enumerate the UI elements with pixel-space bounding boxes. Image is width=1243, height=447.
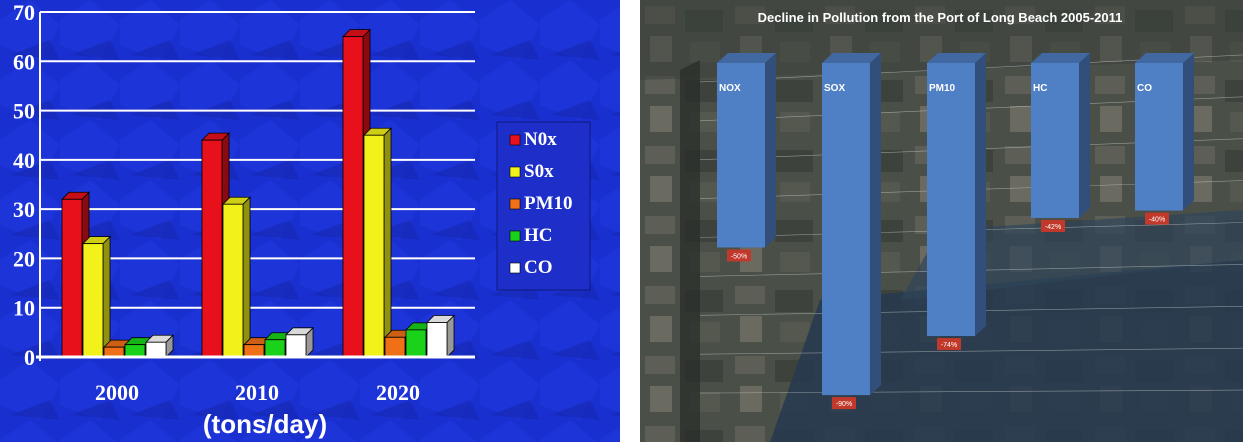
bar-side — [975, 53, 986, 337]
bar-nox: NOX -50% — [717, 53, 776, 262]
bar-front — [243, 344, 265, 358]
emissions-bar-chart: 0 10 20 30 40 50 60 70 2000 2010 2020 N0x S0x PM10 HC… — [0, 0, 620, 442]
bar-front — [426, 322, 448, 358]
y-tick-label: 30 — [13, 197, 35, 222]
bar-front — [124, 344, 146, 358]
bar-side — [1183, 53, 1194, 211]
y-tick-label: 10 — [13, 296, 35, 321]
bar-front — [363, 134, 385, 358]
bar-top — [927, 53, 986, 63]
chart-title: Decline in Pollution from the Port of Lo… — [758, 10, 1123, 25]
bar-front — [285, 334, 307, 358]
bar-top — [1135, 53, 1194, 63]
legend-label: S0x — [524, 161, 554, 182]
bar-side — [870, 53, 881, 396]
bar-side — [1079, 53, 1090, 218]
legend-swatch-pm10 — [509, 198, 521, 210]
gridline — [699, 389, 1243, 394]
bar-top — [717, 53, 776, 63]
legend-swatch-n0x — [509, 134, 521, 146]
bar-category-label: HC — [1033, 83, 1047, 94]
gridline — [699, 347, 1243, 355]
bar-s0x-2010 — [222, 196, 251, 358]
value-label: -40% — [1149, 217, 1165, 224]
bar-side — [383, 127, 392, 358]
x-category-label: 2020 — [376, 380, 420, 405]
bar-front — [82, 243, 104, 358]
bar-category-label: PM10 — [929, 83, 956, 94]
y-tick-label: 70 — [13, 0, 35, 25]
y-tick-label: 0 — [24, 345, 35, 370]
x-axis-label: (tons/day) — [203, 409, 327, 439]
value-label-box — [1041, 219, 1065, 232]
value-label: -90% — [836, 401, 852, 408]
x-category-label: 2000 — [95, 380, 139, 405]
bar-s0x-2020 — [363, 127, 392, 358]
bar-category-label: NOX — [719, 83, 741, 94]
bar-category-label: SOX — [824, 83, 845, 94]
value-label-box — [1145, 212, 1169, 225]
legend-swatch-co — [509, 262, 521, 274]
y-tick-label: 60 — [13, 49, 35, 74]
value-label: -50% — [731, 254, 747, 261]
bar-front — [405, 329, 427, 358]
right-chart-panel: Decline in Pollution from the Port of Lo… — [640, 0, 1243, 442]
bar-co-2020 — [426, 314, 455, 358]
value-label-box — [727, 249, 751, 262]
legend-label: N0x — [524, 129, 557, 150]
value-label-box — [937, 338, 961, 351]
value-label-box — [832, 397, 856, 410]
bar-pm10: PM10 -74% — [927, 53, 986, 351]
legend-swatch-hc — [509, 230, 521, 242]
bar-co-2010 — [285, 326, 314, 358]
bar-top — [1031, 53, 1090, 63]
left-chart-panel: 0 10 20 30 40 50 60 70 2000 2010 2020 N0x S0x PM10 HC… — [0, 0, 620, 442]
bar-front — [61, 198, 83, 358]
bar-front — [822, 63, 870, 396]
bar-side — [242, 196, 251, 358]
bar-front — [342, 36, 364, 358]
bar-front — [384, 336, 406, 358]
bar-front — [1031, 63, 1079, 218]
y-tick-label: 20 — [13, 246, 35, 271]
bar-front — [264, 339, 286, 358]
bar-front — [222, 203, 244, 358]
bar-category-label: CO — [1137, 83, 1152, 94]
bar-sox: SOX -90% — [822, 53, 881, 410]
legend-label: CO — [524, 257, 553, 278]
bar-front — [927, 63, 975, 337]
legend-swatch-s0x — [509, 166, 521, 178]
bar-front — [201, 139, 223, 358]
bar-side — [765, 53, 776, 248]
bar-s0x-2000 — [82, 235, 111, 358]
bar-front — [717, 63, 765, 248]
bar-top — [822, 53, 881, 63]
bar-front — [145, 341, 167, 358]
value-label: -42% — [1045, 224, 1061, 231]
y-tick-label: 40 — [13, 148, 35, 173]
x-category-label: 2010 — [235, 380, 279, 405]
bar-front — [1135, 63, 1183, 211]
legend: N0x S0x PM10 HC CO — [496, 121, 591, 291]
value-label: -74% — [941, 342, 957, 349]
bar-co-2000 — [145, 334, 174, 358]
bar-n0x-2010 — [201, 132, 230, 358]
legend-label: PM10 — [524, 193, 573, 214]
y-tick-label: 50 — [13, 99, 35, 124]
bar-side — [102, 235, 111, 358]
legend-label: HC — [524, 225, 553, 246]
bar-hc: HC -42% — [1031, 53, 1090, 232]
pollution-decline-chart: Decline in Pollution from the Port of Lo… — [640, 0, 1243, 442]
bar-co: CO -40% — [1135, 53, 1194, 225]
